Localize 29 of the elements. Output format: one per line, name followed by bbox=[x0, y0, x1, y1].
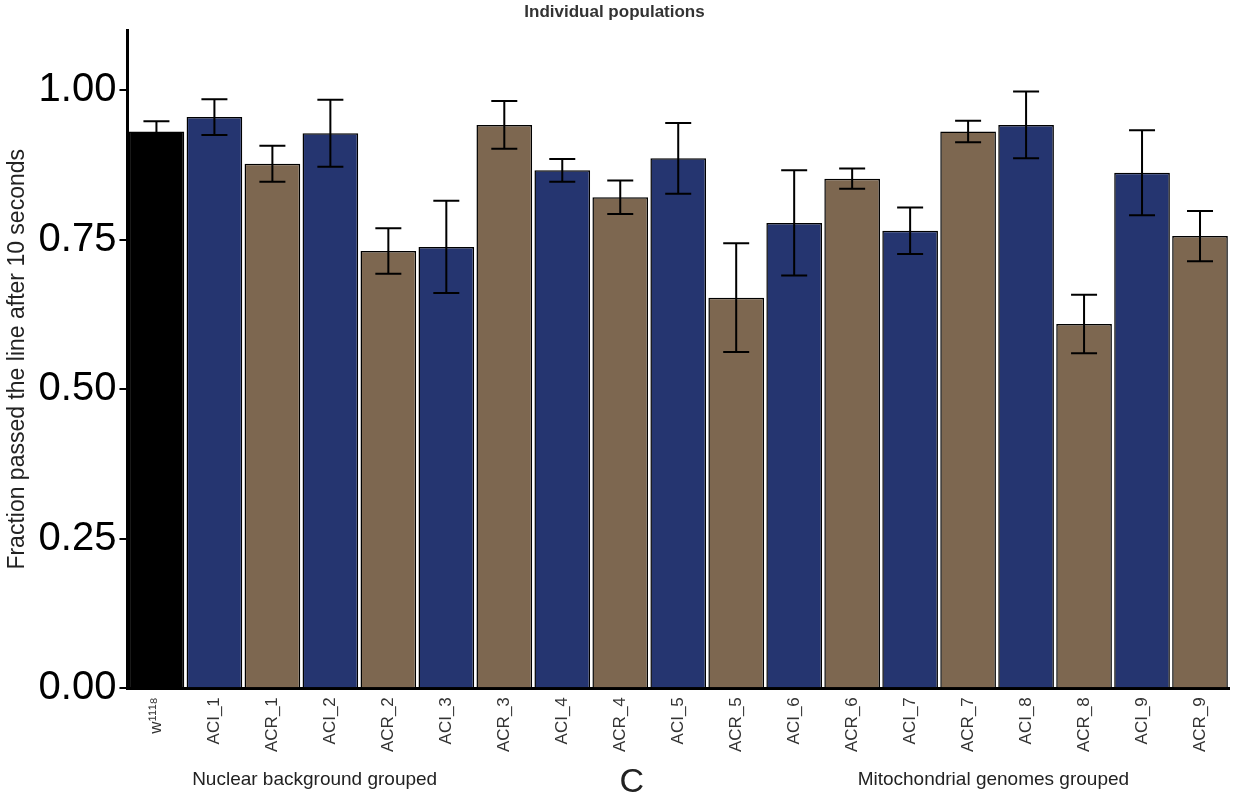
x-tick-label: w¹¹¹⁸ bbox=[146, 697, 166, 735]
y-tick-label: 0.25 bbox=[38, 513, 117, 558]
x-tick-label: ACR_1 bbox=[262, 697, 282, 753]
x-tick-label: ACI_3 bbox=[436, 697, 456, 745]
x-tick-label: ACI_2 bbox=[320, 697, 340, 745]
y-tick-label: 1.00 bbox=[38, 65, 117, 110]
x-tick-label: ACI_6 bbox=[783, 697, 803, 745]
x-tick-label: ACI_8 bbox=[1015, 697, 1035, 745]
x-tick-label: ACR_8 bbox=[1073, 697, 1093, 753]
chart-title: Individual populations bbox=[524, 1, 705, 21]
x-tick-label: ACI_7 bbox=[899, 697, 919, 745]
text: Mitochondrial genomes grouped bbox=[857, 768, 1130, 790]
y-tick-label: 0.75 bbox=[38, 214, 117, 259]
x-tick-label: ACR_5 bbox=[725, 697, 745, 753]
x-tick-label: ACI_1 bbox=[204, 697, 224, 745]
y-axis-title: Fraction passed the line after 10 seconds bbox=[3, 148, 30, 570]
text: Nuclear background grouped bbox=[192, 768, 438, 790]
x-tick-label: ACR_6 bbox=[841, 697, 861, 753]
x-tick-label: ACR_3 bbox=[493, 697, 513, 753]
x-tick-label: ACI_9 bbox=[1131, 697, 1151, 745]
text: C bbox=[619, 761, 645, 798]
x-tick-label: ACR_2 bbox=[378, 697, 398, 753]
x-tick-label: ACR_7 bbox=[957, 697, 977, 753]
x-tick-label: ACR_9 bbox=[1189, 697, 1209, 753]
x-tick-label: ACR_4 bbox=[609, 697, 629, 753]
y-tick-label: 0.00 bbox=[38, 663, 117, 708]
y-tick-label: 0.50 bbox=[38, 364, 117, 409]
x-tick-label: ACI_4 bbox=[551, 697, 571, 745]
x-tick-label: ACI_5 bbox=[667, 697, 687, 745]
